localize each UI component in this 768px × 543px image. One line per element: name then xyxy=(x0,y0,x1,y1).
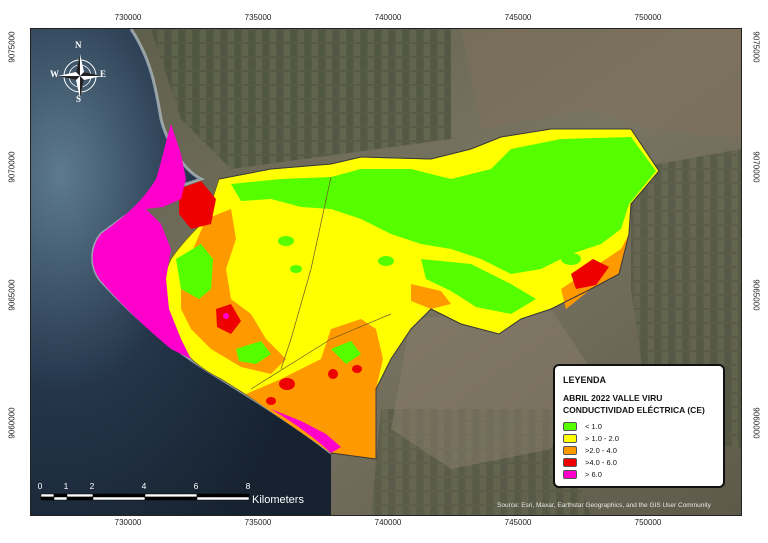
tick-left-2: 9070000 xyxy=(7,151,17,183)
scale-label-8: 8 xyxy=(245,481,251,491)
zone-green-center xyxy=(421,259,536,314)
legend-swatch-magenta xyxy=(563,469,577,479)
scale-bar xyxy=(40,493,250,501)
tick-top-3: 740000 xyxy=(374,13,402,22)
tick-bottom-2: 735000 xyxy=(244,518,272,527)
tick-top-2: 735000 xyxy=(244,13,272,22)
legend-item: >4.0 - 6.0 xyxy=(563,456,715,468)
legend-item: > 6.0 xyxy=(563,468,715,480)
legend-item-label: > 1.0 - 2.0 xyxy=(585,433,619,443)
compass-e-label: E xyxy=(100,69,107,79)
map-frame[interactable] xyxy=(30,28,742,516)
legend-item: < 1.0 xyxy=(563,420,715,432)
legend-item: >2.0 - 4.0 xyxy=(563,444,715,456)
tick-right-4: 9060000 xyxy=(751,407,761,439)
zone-orange-west xyxy=(181,209,286,374)
scale-label-4: 4 xyxy=(141,481,147,491)
road-line-1 xyxy=(280,176,332,370)
tick-top-5: 750000 xyxy=(634,13,662,22)
legend-item: > 1.0 - 2.0 xyxy=(563,432,715,444)
scale-label-1: 1 xyxy=(63,481,69,491)
zone-red-spot-2 xyxy=(328,369,338,379)
zone-green-spot-4 xyxy=(561,253,581,265)
zone-magenta-south xyxy=(271,409,341,453)
legend-subtitle-1: ABRIL 2022 VALLE VIRU xyxy=(563,393,663,403)
map-svg[interactable] xyxy=(31,29,741,515)
zone-red-spot-4 xyxy=(266,397,276,405)
tick-top-4: 745000 xyxy=(504,13,532,22)
legend-subtitle-2: CONDUCTIVIDAD ELÉCTRICA (CE) xyxy=(563,405,705,415)
ocean xyxy=(31,29,331,515)
zone-green-small-2 xyxy=(331,341,361,364)
zone-green-spot-1 xyxy=(278,236,294,246)
tick-bottom-5: 750000 xyxy=(634,518,662,527)
farm-fields-north xyxy=(151,29,451,169)
zone-orange-center xyxy=(411,284,451,309)
tick-bottom-1: 730000 xyxy=(114,518,142,527)
zone-green-small-1 xyxy=(236,341,271,364)
mountain-shading-south xyxy=(391,309,591,469)
tick-bottom-4: 745000 xyxy=(504,518,532,527)
legend-item-label: >2.0 - 4.0 xyxy=(585,445,617,455)
compass-w-label: W xyxy=(50,69,59,79)
zone-red-east xyxy=(571,259,609,289)
scale-label-2: 2 xyxy=(89,481,95,491)
tick-right-3: 9065000 xyxy=(751,279,761,311)
mountain-shading-north xyxy=(461,29,741,139)
tick-top-1: 730000 xyxy=(114,13,142,22)
tick-right-2: 9070000 xyxy=(751,151,761,183)
zone-green-spot-2 xyxy=(290,265,302,273)
legend-title: LEYENDA xyxy=(563,375,607,385)
legend-swatch-orange xyxy=(563,445,577,455)
legend-swatch-red xyxy=(563,457,577,467)
compass-rose-icon xyxy=(58,54,102,98)
compass-n-label: N xyxy=(75,40,82,50)
zone-red-northwest xyxy=(179,181,216,229)
zone-green-west xyxy=(176,244,213,299)
compass-s-label: S xyxy=(76,94,82,104)
valley-boundary xyxy=(218,128,660,460)
tick-right-1: 9075000 xyxy=(751,31,761,63)
tick-left-4: 9060000 xyxy=(7,407,17,439)
legend-swatch-green xyxy=(563,421,577,431)
legend-item-label: < 1.0 xyxy=(585,421,602,431)
legend-item-label: > 6.0 xyxy=(585,469,602,479)
zone-magenta-coast xyxy=(92,124,191,359)
zone-red-spot-3 xyxy=(352,365,362,373)
scale-unit-label: Kilometers xyxy=(252,494,304,506)
zone-red-spot-1 xyxy=(279,378,295,390)
scale-label-6: 6 xyxy=(193,481,199,491)
legend-box: LEYENDA ABRIL 2022 VALLE VIRU CONDUCTIVI… xyxy=(553,364,725,488)
zone-green-spot-3 xyxy=(378,256,394,266)
tick-left-3: 9065000 xyxy=(7,279,17,311)
tick-left-1: 9075000 xyxy=(7,31,17,63)
legend-item-label: >4.0 - 6.0 xyxy=(585,457,617,467)
road-line-2 xyxy=(250,313,392,390)
zone-red-pocket xyxy=(216,304,241,334)
zone-magenta-spot xyxy=(223,313,229,319)
scale-label-0: 0 xyxy=(37,481,43,491)
zone-green-north xyxy=(231,137,656,274)
tick-bottom-3: 740000 xyxy=(374,518,402,527)
map-credits: Source: Esri, Maxar, Earthstar Geographi… xyxy=(497,502,711,509)
legend-swatch-yellow xyxy=(563,433,577,443)
